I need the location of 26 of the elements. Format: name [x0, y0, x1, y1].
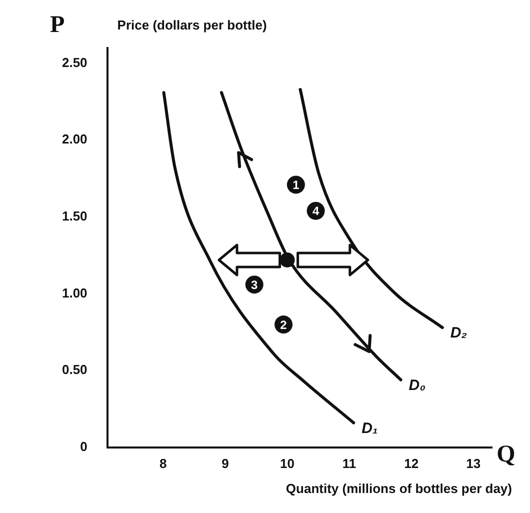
annotation: 4 [312, 204, 320, 218]
series-label: D₁ [362, 420, 378, 437]
line-series [162, 91, 356, 424]
x-tick-label: 12 [404, 456, 419, 471]
series-label: D₀ [408, 376, 426, 394]
x-tick-label: 8 [160, 456, 167, 471]
x-tick-label: 10 [280, 456, 294, 471]
y-tick-label: 2.00 [62, 132, 88, 147]
text: Q [496, 442, 516, 468]
line-series [220, 91, 402, 382]
text: P [50, 12, 65, 38]
y-tick-label: 0 [80, 438, 88, 454]
annotation: 1 [292, 178, 300, 192]
annotation: 2 [280, 318, 288, 332]
series-label: D₂ [450, 324, 468, 342]
y-tick-label: 1.00 [62, 285, 88, 300]
y-axis-title: Price (dollars per bottle) [117, 18, 267, 33]
x-tick-label: 11 [342, 456, 356, 471]
y-tick-label: 1.50 [62, 208, 88, 224]
x-tick-label: 13 [466, 456, 481, 471]
x-axis-title: Quantity (millions of bottles per day) [286, 480, 512, 496]
annotation: 3 [251, 278, 258, 292]
y-tick-label: 0.50 [62, 362, 88, 378]
line-series [298, 88, 444, 330]
y-tick-label: 2.50 [62, 54, 88, 70]
x-tick-label: 9 [222, 456, 229, 471]
